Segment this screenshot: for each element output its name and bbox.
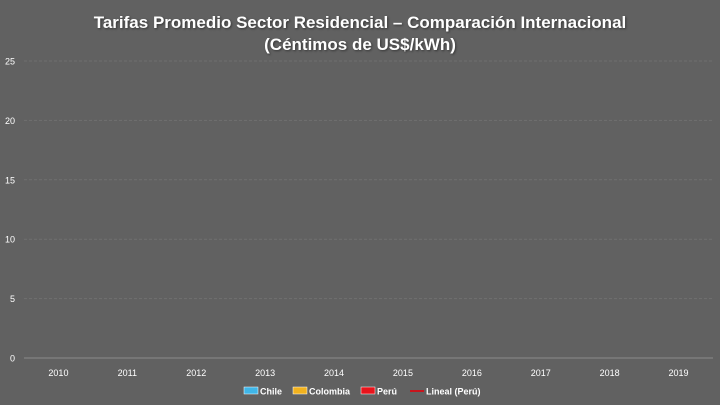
y-tick-label: 10 [5,235,15,245]
legend-swatch [243,386,259,395]
legend-label: Colombia [309,387,351,397]
gridlines [24,60,713,300]
y-tick-label: 15 [5,175,15,185]
x-tick-label: 2011 [118,368,137,378]
x-tick-label: 2010 [48,368,68,378]
y-tick-label: 25 [5,57,15,67]
legend-label: Perú [377,387,397,397]
legend-swatch [292,386,308,395]
x-tick-label: 2019 [669,368,689,378]
legend-label: Lineal (Perú) [426,387,481,397]
x-tick-label: 2014 [324,368,344,378]
chart-title-line1: Tarifas Promedio Sector Residencial – Co… [93,13,627,32]
legend-swatch [360,386,376,395]
x-tick-label: 2017 [531,368,551,378]
x-tick-label: 2015 [393,368,413,378]
legend-label: Chile [260,387,282,397]
legend: Chile Colombia Perú Lineal (Perú) [243,386,481,397]
x-tick-label: 2013 [255,368,275,378]
y-tick-label: 20 [5,116,15,126]
x-tick-label: 2012 [186,368,206,378]
x-axis: 2010 2011 2012 2013 2014 2015 2016 2017 2018 2019 [24,357,713,378]
y-axis: 0 5 10 15 20 25 [5,57,15,364]
chart-title: Tarifas Promedio Sector Residencial – Co… [0,12,720,56]
y-tick-label: 0 [10,354,15,364]
chart-title-line2: (Céntimos de US$/kWh) [264,35,456,54]
x-tick-label: 2018 [600,368,620,378]
y-tick-label: 5 [10,294,15,304]
x-tick-label: 2016 [462,368,482,378]
